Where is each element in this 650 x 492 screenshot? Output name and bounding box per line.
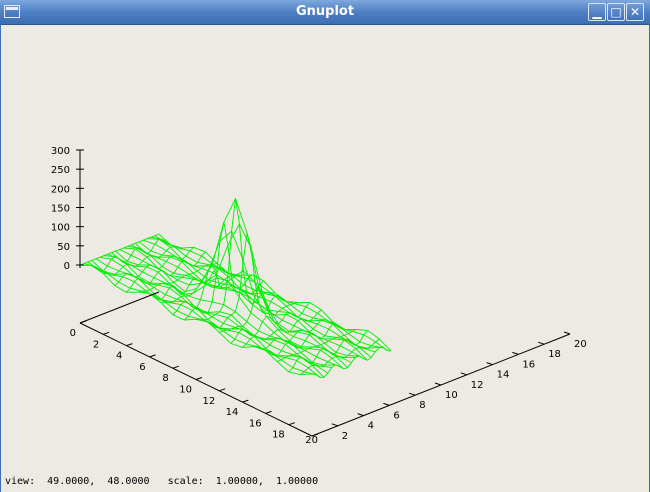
y-tick-mark-10 (434, 382, 442, 386)
plot-axes (76, 149, 571, 437)
y-tick-label-2: 2 (342, 431, 348, 442)
mesh-line-x-17 (277, 329, 357, 363)
mesh-line-x-19 (300, 338, 380, 375)
close-button[interactable]: ✕ (626, 3, 644, 21)
x-tick-label-4: 4 (116, 351, 122, 362)
view-values: 49.0000, 48.0000 (47, 476, 150, 487)
y-tick-mark-18 (538, 341, 545, 345)
x-tick-label-10: 10 (179, 385, 192, 396)
x-tick-mark-18 (288, 422, 295, 426)
x-tick-mark-14 (242, 399, 249, 403)
y-tick-label-20: 20 (574, 339, 587, 350)
x-tick-label-0: 0 (70, 328, 76, 339)
mesh-line-y-11 (123, 223, 356, 358)
y-tick-mark-16 (512, 351, 519, 355)
z-tick-label-100: 100 (51, 223, 70, 234)
y-axis-back (79, 291, 160, 324)
mesh-line-x-10 (195, 198, 276, 321)
minimize-button[interactable]: ▁ (588, 3, 606, 21)
x-tick-label-14: 14 (226, 407, 239, 418)
maximize-button[interactable]: □ (607, 3, 625, 21)
z-tick-label-300: 300 (51, 146, 70, 157)
y-tick-label-18: 18 (548, 349, 561, 360)
scale-label: scale: (167, 476, 204, 487)
mesh-line-y-18 (151, 236, 384, 349)
y-tick-mark-6 (383, 402, 390, 406)
z-tick-label-0: 0 (64, 261, 70, 272)
scale-values: 1.00000, 1.00000 (215, 476, 319, 487)
mesh-line-y-20 (158, 233, 392, 352)
mesh-line-x-15 (253, 319, 334, 350)
window-border-left (0, 24, 1, 492)
y-tick-label-6: 6 (393, 410, 399, 421)
x-tick-label-18: 18 (272, 430, 285, 441)
mesh-line-y-8 (111, 252, 344, 370)
x-tick-mark-8 (172, 365, 179, 369)
mesh-line-x-13 (230, 302, 311, 344)
y-tick-label-8: 8 (419, 400, 425, 411)
mesh-line-x-16 (265, 323, 345, 357)
y-tick-mark-12 (460, 372, 467, 376)
window-title: Gnuplot (295, 4, 355, 19)
y-tick-mark-4 (357, 413, 364, 417)
mesh-line-y-17 (147, 238, 380, 349)
y-tick-label-10: 10 (445, 390, 458, 401)
x-tick-label-6: 6 (139, 362, 145, 373)
y-tick-label-16: 16 (522, 359, 535, 370)
y-tick-mark-8 (409, 392, 416, 396)
mesh-line-y-16 (143, 239, 376, 353)
mesh-line-y-0 (79, 264, 313, 376)
window-menu-icon[interactable] (4, 5, 20, 18)
x-tick-mark-2 (103, 331, 110, 335)
mesh-line-y-14 (134, 242, 368, 361)
y-tick-label-4: 4 (368, 421, 374, 432)
x-tick-mark-6 (149, 354, 156, 358)
mesh-line-y-15 (139, 241, 372, 358)
x-tick-mark-16 (265, 410, 272, 414)
title-bar[interactable]: Gnuplot ▁ □ ✕ (0, 0, 650, 25)
mesh-line-x-12 (219, 285, 299, 333)
mesh-line-x-20 (311, 347, 392, 378)
view-label: view: (5, 476, 36, 487)
mesh-line-y-19 (154, 235, 388, 351)
x-tick-label-12: 12 (202, 396, 215, 407)
mesh-line-y-12 (127, 245, 360, 357)
surface-mesh (79, 197, 392, 378)
x-tick-mark-0 (79, 320, 87, 324)
mesh-line-x-11 (207, 233, 287, 329)
x-tick-mark-10 (195, 377, 203, 380)
status-bar: view: 49.0000, 48.0000 scale: 1.00000, 1… (5, 476, 318, 487)
z-tick-label-150: 150 (51, 204, 70, 215)
mesh-line-x-4 (126, 251, 206, 293)
z-tick-label-250: 250 (51, 165, 70, 176)
y-tick-mark-2 (331, 423, 338, 427)
y-tick-label-14: 14 (497, 370, 510, 381)
y-tick-label-12: 12 (471, 380, 484, 391)
x-tick-label-20: 20 (305, 435, 318, 446)
x-tick-mark-12 (219, 388, 226, 392)
x-tick-label-2: 2 (93, 339, 99, 350)
mesh-line-y-13 (131, 244, 364, 359)
x-tick-mark-4 (126, 343, 133, 347)
y-tick-mark-20 (563, 331, 571, 335)
mesh-line-x-18 (288, 330, 369, 373)
x-tick-label-8: 8 (162, 373, 168, 384)
y-tick-mark-14 (486, 362, 493, 366)
x-tick-mark-20 (311, 433, 319, 437)
x-tick-label-16: 16 (249, 418, 262, 429)
z-tick-label-200: 200 (51, 184, 70, 195)
z-tick-label-50: 50 (57, 242, 70, 253)
